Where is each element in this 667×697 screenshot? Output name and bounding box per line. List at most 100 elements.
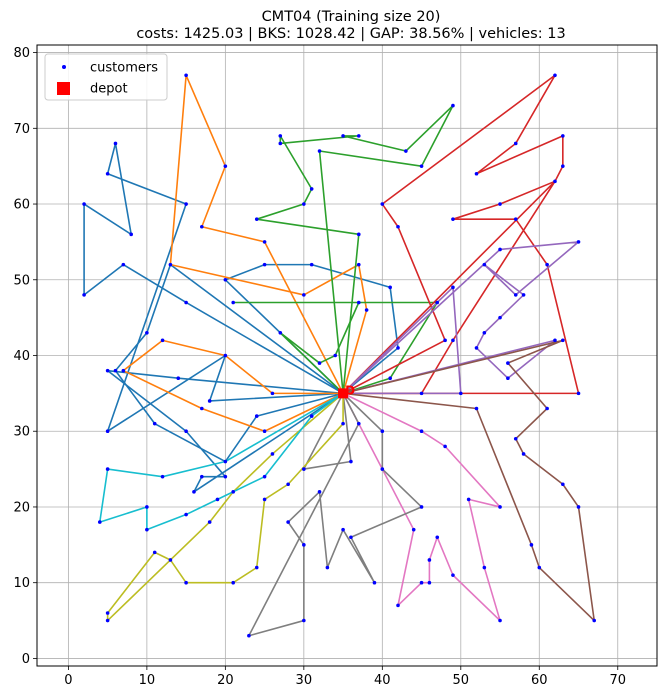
x-tick-label: 60 xyxy=(531,673,548,688)
customer-point xyxy=(553,338,557,343)
customer-point xyxy=(474,406,479,411)
customer-point xyxy=(380,202,385,206)
x-tick-label: 40 xyxy=(374,673,391,688)
customer-point xyxy=(506,376,510,381)
customer-point xyxy=(435,300,440,305)
customer-point xyxy=(482,262,487,267)
customer-point xyxy=(121,262,126,267)
customer-point xyxy=(168,262,173,267)
axes-frame xyxy=(36,44,658,667)
customer-point xyxy=(498,505,502,509)
route-line-4 xyxy=(106,369,344,493)
customer-point xyxy=(270,452,275,456)
customer-point xyxy=(145,505,149,509)
customer-point xyxy=(200,224,204,229)
axis-ticks: 0 10 20 30 40 50 60 70 0 10 20 30 40 50 60 70 80 xyxy=(13,46,626,688)
customer-point xyxy=(419,429,424,434)
customer-point xyxy=(466,497,471,502)
customer-point xyxy=(561,134,565,138)
customer-point xyxy=(317,149,322,153)
customer-point xyxy=(513,293,518,297)
customer-point xyxy=(451,217,455,221)
customer-point xyxy=(419,580,424,585)
customer-point xyxy=(498,202,502,206)
customer-point xyxy=(278,141,283,146)
customer-point xyxy=(419,164,424,168)
customer-point xyxy=(105,171,110,176)
customer-point xyxy=(152,421,157,426)
x-tick-label: 70 xyxy=(609,673,626,688)
customer-point xyxy=(364,308,369,312)
customer-point xyxy=(286,520,290,524)
customer-point xyxy=(152,550,157,555)
customer-point xyxy=(576,240,581,244)
customer-point xyxy=(561,338,565,343)
customer-point xyxy=(82,202,86,206)
y-tick-label: 70 xyxy=(13,122,30,137)
customer-point xyxy=(545,406,549,411)
chart-title: CMT04 (Training size 20) xyxy=(262,9,441,25)
customer-point xyxy=(506,361,510,365)
customer-point xyxy=(474,346,479,350)
customer-points xyxy=(82,73,597,638)
customer-point xyxy=(82,293,86,297)
customer-point xyxy=(592,618,597,623)
customer-point xyxy=(443,444,447,449)
customer-point xyxy=(160,474,165,479)
x-tick-label: 30 xyxy=(296,673,313,688)
customer-point xyxy=(207,520,212,524)
customer-point xyxy=(349,535,353,540)
customer-point xyxy=(184,512,188,517)
customer-point xyxy=(513,141,518,146)
customer-point xyxy=(160,338,165,343)
legend-depot-marker xyxy=(57,82,70,95)
route-line-11 xyxy=(342,286,462,395)
y-tick-label: 10 xyxy=(13,576,30,591)
legend-label-customers: customers xyxy=(90,61,158,76)
legend-box xyxy=(44,53,168,101)
customer-point xyxy=(553,179,557,184)
customer-point xyxy=(427,558,432,562)
customer-point xyxy=(451,285,455,290)
customer-point xyxy=(317,361,322,365)
customer-point xyxy=(302,618,306,623)
customer-point xyxy=(513,217,518,221)
x-tick-label: 50 xyxy=(453,673,470,688)
customer-point xyxy=(561,164,565,168)
customer-point xyxy=(254,414,259,418)
customer-point xyxy=(309,187,314,191)
customer-point xyxy=(341,421,345,426)
customer-point xyxy=(105,429,110,434)
depot-label: D xyxy=(345,383,355,397)
customer-point xyxy=(262,497,267,502)
y-tick-label: 30 xyxy=(13,425,30,440)
customer-point xyxy=(451,103,455,108)
x-tick-label: 0 xyxy=(64,673,72,688)
legend: customers depot xyxy=(44,53,168,101)
customer-point xyxy=(278,134,283,138)
y-tick-label: 0 xyxy=(22,652,30,667)
customer-point xyxy=(254,565,259,570)
route-line-6 xyxy=(169,74,368,394)
customer-point xyxy=(105,368,110,373)
customer-point xyxy=(419,505,424,509)
customer-point xyxy=(270,391,275,396)
customer-point xyxy=(553,73,557,78)
customer-point xyxy=(498,315,502,320)
customer-point xyxy=(302,543,306,547)
customer-point xyxy=(513,437,518,441)
customer-point xyxy=(396,346,400,350)
route-line-16 xyxy=(303,393,352,470)
customer-point xyxy=(356,134,361,138)
customer-point xyxy=(498,247,502,252)
route-line-7 xyxy=(255,104,454,394)
customer-point xyxy=(498,618,502,623)
customer-point xyxy=(482,330,487,335)
y-tick-label: 40 xyxy=(13,349,30,364)
customer-point xyxy=(529,543,534,547)
customer-point xyxy=(223,474,228,479)
customer-point xyxy=(97,520,102,524)
customer-point xyxy=(576,391,581,396)
customer-point xyxy=(262,262,267,267)
customer-point xyxy=(537,565,542,570)
